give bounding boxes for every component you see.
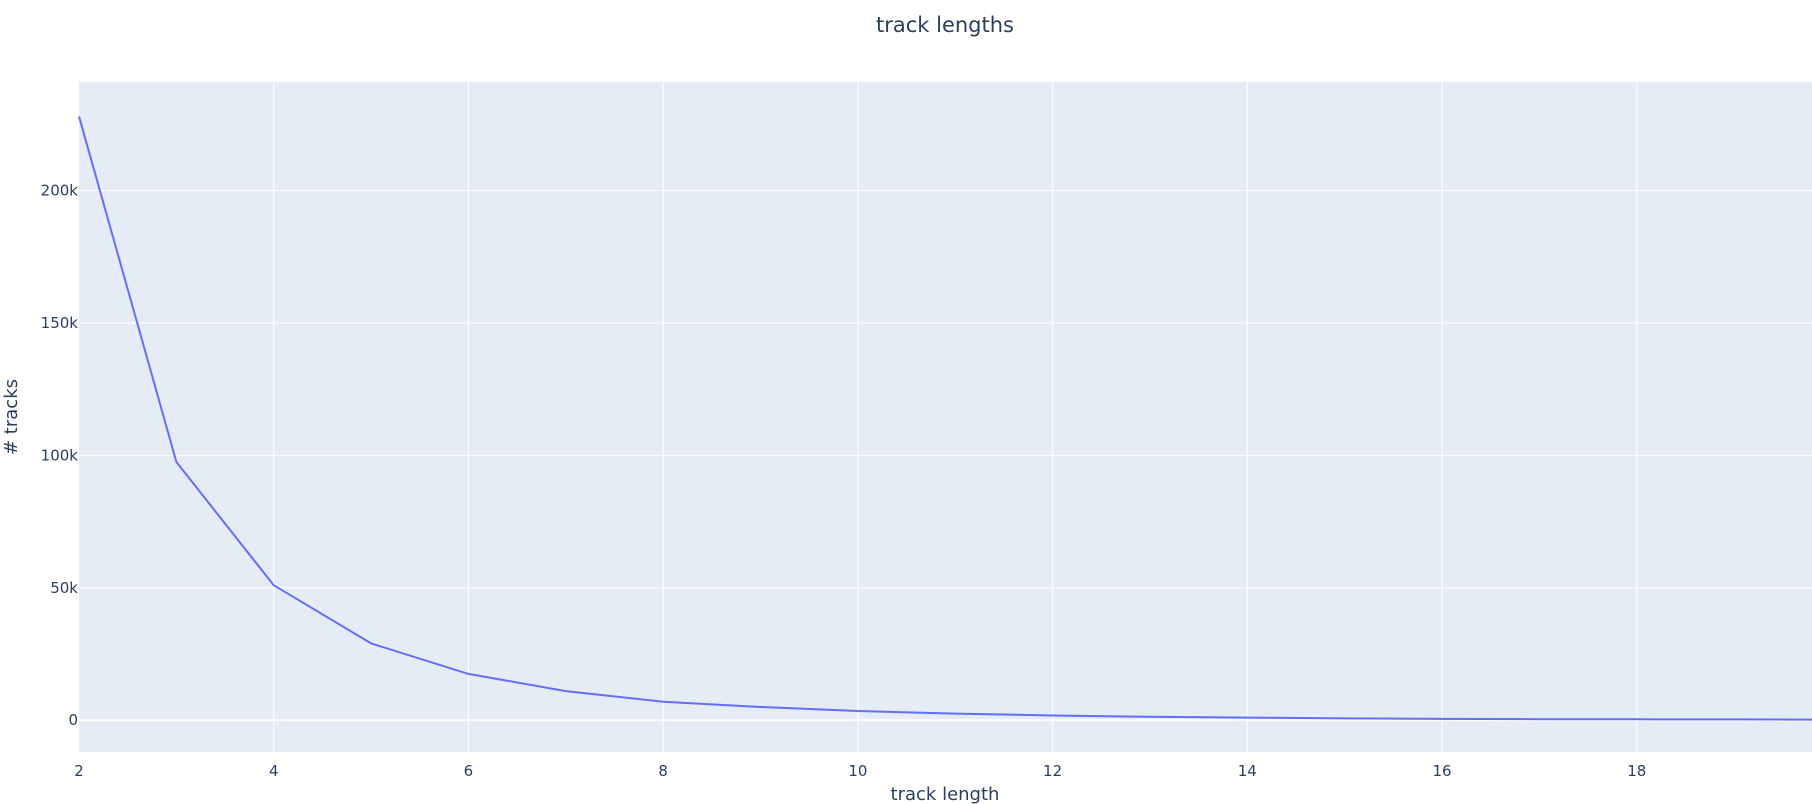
x-axis-ticks: 2 4 6 8 10 12 14 16 18 [74, 762, 1646, 780]
series-line-0 [78, 116, 1812, 721]
x-tick-label: 18 [1627, 762, 1646, 780]
x-tick-label: 10 [848, 762, 867, 780]
x-tick-label: 8 [658, 762, 668, 780]
x-axis-title: track length [891, 784, 1000, 804]
y-tick-label: 150k [41, 314, 79, 332]
x-tick-label: 16 [1432, 762, 1451, 780]
x-tick-label: 12 [1043, 762, 1062, 780]
y-tick-label: 50k [50, 579, 78, 597]
y-tick-label: 200k [41, 182, 79, 200]
plot-area [79, 82, 1812, 752]
x-gridlines [273, 82, 1638, 752]
x-tick-label: 2 [74, 762, 84, 780]
y-tick-label: 0 [68, 711, 78, 729]
y-axis-ticks: 0 50k 100k 150k 200k [41, 182, 79, 730]
chart-title: track lengths [876, 13, 1014, 37]
y-axis-title: # tracks [1, 379, 22, 455]
y-gridlines [79, 190, 1812, 722]
series-group [78, 116, 1812, 721]
x-tick-label: 14 [1238, 762, 1257, 780]
y-tick-label: 100k [41, 446, 79, 464]
x-tick-label: 6 [464, 762, 474, 780]
x-tick-label: 4 [269, 762, 279, 780]
